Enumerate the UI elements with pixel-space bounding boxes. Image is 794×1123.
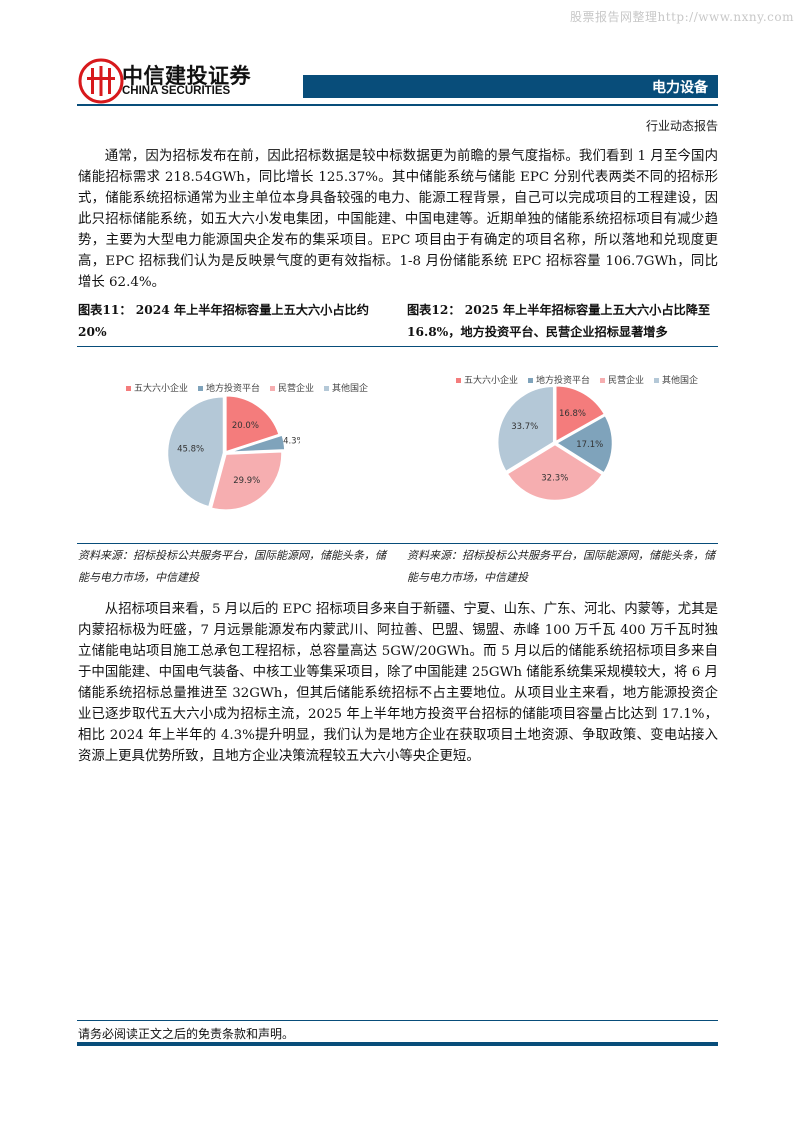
company-logo-icon [78,58,124,104]
chart-11-pie: 20.0% 4.3% 29.9% 45.8% [166,395,300,511]
footer-bar [77,1042,718,1046]
report-type: 行业动态报告 [645,119,718,133]
legend-item: 民营企业 [600,373,644,386]
chart-11-legend: 五大六小企业 地方投资平台 民营企业 其他国企 [126,381,368,394]
legend-label: 民营企业 [608,376,645,386]
legend-item: 其他国企 [324,381,368,394]
legend-swatch [126,386,131,391]
legend-item: 五大六小企业 [456,373,518,386]
chart-12-pie: 16.8% 17.1% 32.3% 33.7% [496,384,614,502]
pie-data-label: 4.3% [283,437,300,447]
logo-text-cn: 中信建投证券 [122,64,251,88]
figure-11-source: 资料来源：招标投标公共服务平台，国际能源网，储能头条，储能与电力市场，中信建投 [78,549,386,584]
legend-swatch [456,378,461,383]
pie-slice-3 [506,443,604,502]
legend-label: 民营企业 [278,384,315,394]
chart-12-legend: 五大六小企业 地方投资平台 民营企业 其他国企 [456,373,698,386]
figure-12-title: 图表12： 2025 年上半年招标容量上五大六小占比降至 16.8%，地方投资平… [407,303,711,339]
legend-label: 五大六小企业 [134,384,189,394]
legend-item: 其他国企 [654,373,698,386]
pie-slice-1 [225,395,281,453]
pie-data-label: 16.8% [559,409,586,419]
legend-swatch [654,378,660,383]
pie-slice-4 [496,385,555,473]
pie-data-label: 32.3% [541,474,568,484]
pie-slice-2 [228,434,286,454]
legend-item: 地方投资平台 [528,373,590,386]
pie-data-label: 20.0% [232,421,259,431]
figure-11-title: 图表11： 2024 年上半年招标容量上五大六小占比约 20% [78,303,369,339]
figure-12-source: 资料来源：招标投标公共服务平台，国际能源网，储能头条，储能与电力市场，中信建投 [407,549,715,584]
footer-divider [77,1020,718,1021]
legend-item: 地方投资平台 [198,381,260,394]
figure-bottom-rule [77,543,718,544]
paragraph-1: 通常，因为招标发布在前，因此招标数据是较中标数据更为前瞻的景气度指标。我们看到 … [78,149,718,290]
legend-swatch [528,378,534,383]
legend-label: 地方投资平台 [206,384,261,394]
paragraph-2: 从招标项目来看，5 月以后的 EPC 招标项目多来自于新疆、宁夏、山东、广东、河… [78,602,718,764]
legend-swatch [270,386,276,391]
legend-item: 五大六小企业 [126,381,188,394]
pie-data-label: 45.8% [177,444,204,454]
legend-label: 五大六小企业 [464,376,519,386]
legend-swatch [198,386,204,391]
footer-disclaimer: 请务必阅读正文之后的免责条款和声明。 [78,1027,295,1041]
legend-label: 其他国企 [662,376,699,386]
legend-label: 其他国企 [332,384,369,394]
pie-slice-1 [555,384,606,443]
pie-data-label: 17.1% [576,440,603,450]
sector-banner: 电力设备 [303,75,718,98]
legend-label: 地方投资平台 [536,376,591,386]
pie-data-label: 29.9% [233,476,260,486]
legend-item: 民营企业 [270,381,314,394]
watermark: 股票报告网整理http://www.nxny.com [570,10,794,24]
pie-slice-3 [210,450,283,511]
sector-label: 电力设备 [652,80,708,96]
pie-data-label: 33.7% [511,422,538,432]
logo-text-en: CHINA SECURITIES [122,85,231,97]
header-divider [77,104,718,106]
pie-slice-4 [166,396,225,508]
legend-swatch [324,386,330,391]
figure-top-rule [77,346,718,347]
legend-swatch [600,378,606,383]
pie-slice-2 [555,414,614,474]
